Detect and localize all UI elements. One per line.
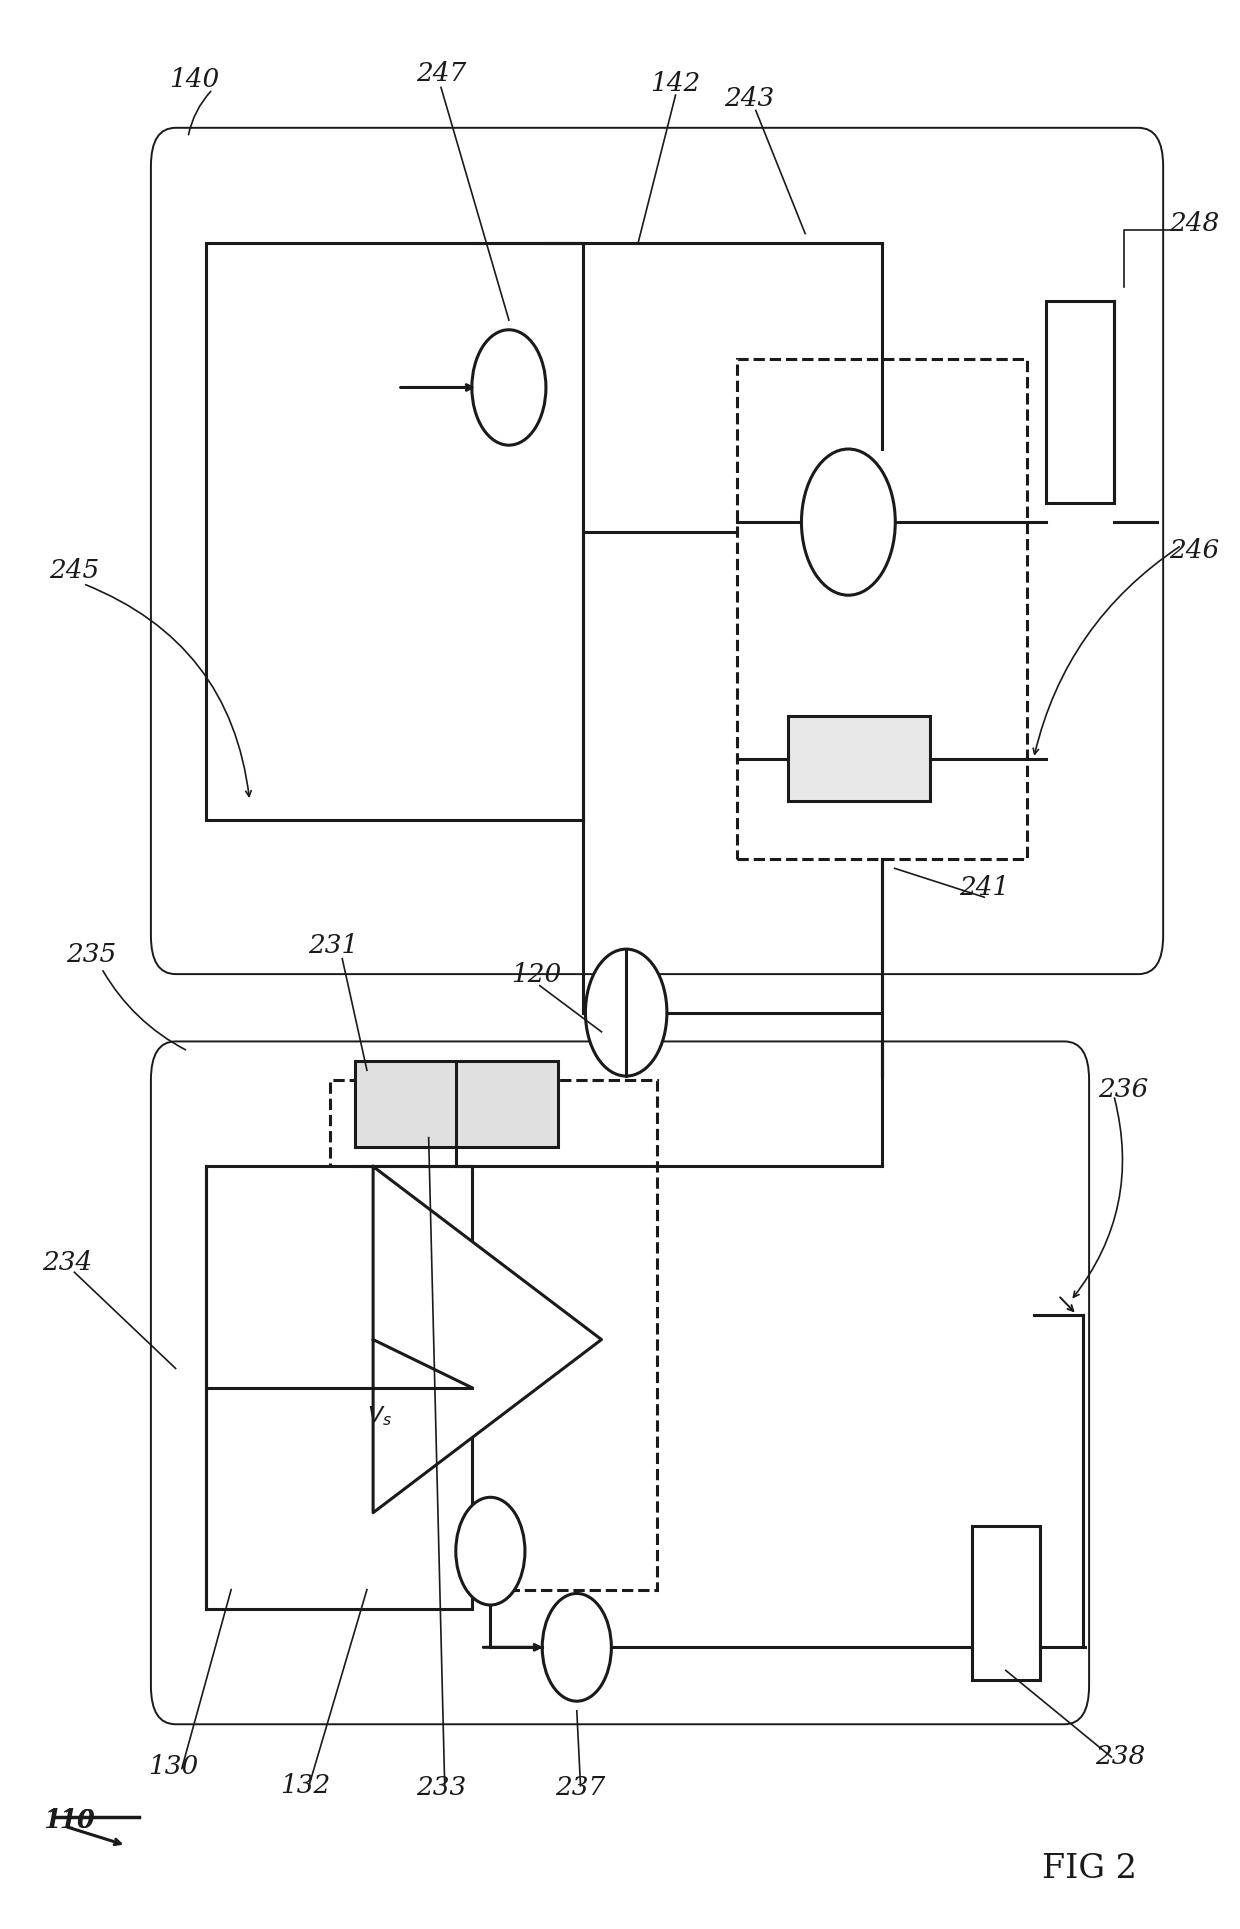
Text: $V_s$: $V_s$ (367, 1404, 392, 1427)
Bar (207, 1167, 472, 1609)
Circle shape (585, 949, 667, 1076)
Bar (972, 1526, 1039, 1680)
Bar (1045, 301, 1114, 503)
Text: FIG 2: FIG 2 (1042, 1852, 1137, 1885)
Text: 132: 132 (280, 1773, 330, 1798)
Text: 142: 142 (651, 71, 701, 96)
Text: 234: 234 (42, 1250, 92, 1275)
Text: 246: 246 (1169, 538, 1219, 563)
Bar (330, 1080, 657, 1589)
Text: 237: 237 (556, 1775, 605, 1800)
Text: 235: 235 (67, 943, 117, 966)
Text: 233: 233 (415, 1775, 466, 1800)
Circle shape (456, 1497, 525, 1605)
Circle shape (801, 449, 895, 596)
Text: 243: 243 (724, 87, 775, 112)
Text: 231: 231 (309, 934, 358, 959)
Polygon shape (373, 1167, 601, 1512)
Bar (207, 243, 583, 820)
Text: 247: 247 (415, 62, 466, 87)
Text: 248: 248 (1169, 212, 1219, 237)
Bar (738, 359, 1028, 858)
Text: 236: 236 (1099, 1076, 1148, 1101)
Text: 110: 110 (43, 1807, 93, 1833)
Bar (787, 716, 930, 801)
Text: 120: 120 (511, 963, 562, 986)
Text: 130: 130 (148, 1753, 198, 1779)
Circle shape (542, 1593, 611, 1701)
Circle shape (472, 330, 546, 446)
Bar (355, 1061, 558, 1148)
Text: 140: 140 (169, 68, 219, 93)
Text: 241: 241 (959, 876, 1009, 901)
Text: 245: 245 (50, 557, 99, 583)
Text: 238: 238 (1095, 1744, 1145, 1769)
Text: 110: 110 (46, 1807, 95, 1833)
